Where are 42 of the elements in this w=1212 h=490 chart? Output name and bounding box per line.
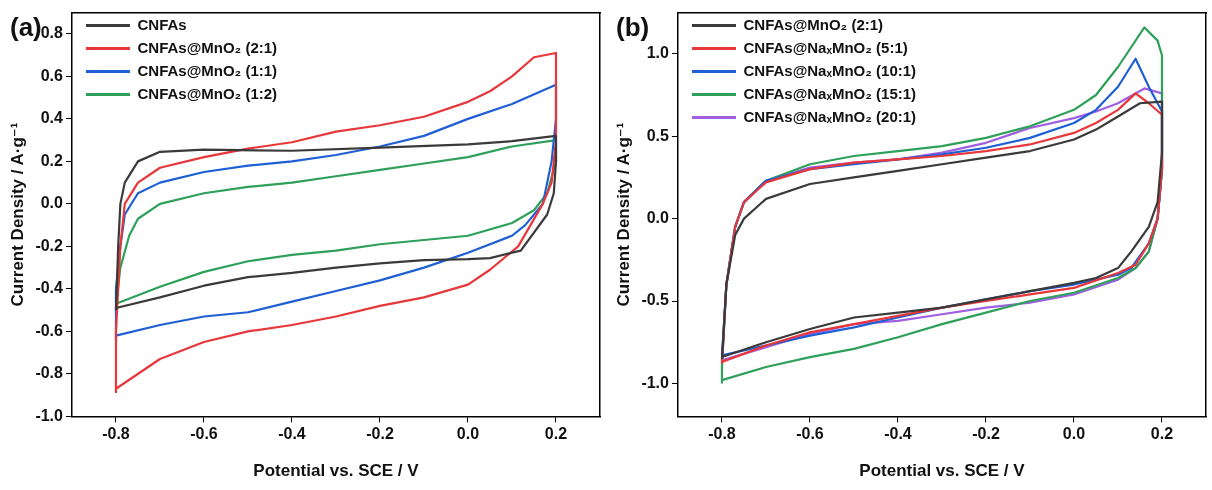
- y-tick-label: 0.4: [40, 109, 64, 127]
- y-tick-label: 0.8: [40, 24, 64, 42]
- text: (b): [616, 12, 650, 43]
- y-tick-label: 0.0: [40, 194, 64, 212]
- legend-label: CNFAs@MnO₂ (2:1): [743, 15, 884, 33]
- legend-label: CNFAs@MnO₂ (2:1): [137, 38, 278, 56]
- x-axis-title: Potential vs. SCE / V: [253, 461, 420, 481]
- x-tick-label: -0.8: [708, 425, 736, 443]
- y-tick-label: 1.0: [646, 44, 670, 62]
- y-tick-label: 0.6: [40, 66, 64, 84]
- y-tick-label: 0.5: [646, 126, 670, 144]
- x-tick-label: 0.0: [456, 425, 480, 443]
- y-tick-label: -1.0: [641, 373, 670, 391]
- legend-label: CNFAs@MnO₂ (1:1): [137, 61, 278, 79]
- legend-label: CNFAs@NaₓMnO₂ (5:1): [743, 38, 908, 56]
- y-tick-label: 0.2: [40, 151, 64, 169]
- y-tick-label: -0.5: [641, 291, 670, 309]
- x-tick-label: -0.4: [884, 425, 912, 443]
- x-axis-title: Potential vs. SCE / V: [859, 461, 1026, 481]
- x-tick-label: 0.2: [544, 425, 568, 443]
- y-tick-label: 0.0: [646, 209, 670, 227]
- x-tick-label: -0.6: [796, 425, 824, 443]
- legend-label: CNFAs@NaₓMnO₂ (20:1): [743, 107, 917, 125]
- x-tick-label: -0.2: [366, 425, 394, 443]
- y-tick-label: -0.4: [35, 279, 64, 297]
- legend-label: CNFAs@NaₓMnO₂ (10:1): [743, 61, 917, 79]
- y-tick-label: -0.2: [35, 236, 64, 254]
- x-tick-label: 0.0: [1062, 425, 1086, 443]
- y-tick-label: -1.0: [35, 406, 64, 424]
- x-tick-label: -0.2: [972, 425, 1000, 443]
- x-tick-label: -0.8: [102, 425, 130, 443]
- legend-label: CNFAs@NaₓMnO₂ (15:1): [743, 84, 917, 102]
- text: (a): [10, 12, 42, 43]
- legend-label: CNFAs@MnO₂ (1:2): [137, 84, 278, 102]
- y-axis-title: Current Density / A·g⁻¹: [7, 122, 27, 307]
- y-tick-label: -0.8: [35, 364, 64, 382]
- y-axis-title: Current Density / A·g⁻¹: [613, 122, 633, 307]
- x-tick-label: 0.2: [1150, 425, 1174, 443]
- legend-label: CNFAs: [137, 15, 187, 33]
- y-tick-label: -0.6: [35, 321, 64, 339]
- x-tick-label: -0.4: [278, 425, 306, 443]
- x-tick-label: -0.6: [190, 425, 218, 443]
